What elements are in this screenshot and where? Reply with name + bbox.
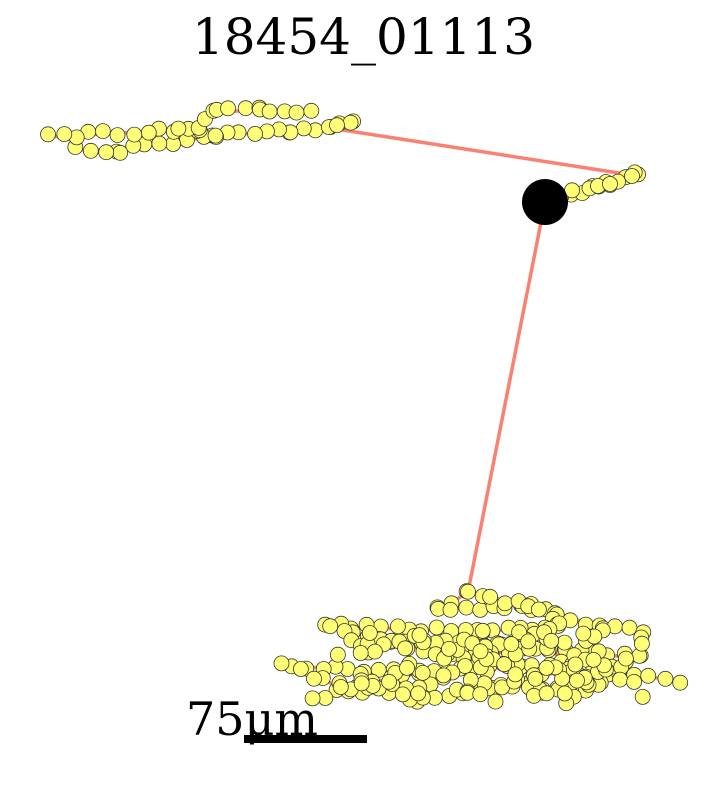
neurite-node bbox=[567, 656, 584, 673]
neurite-node bbox=[556, 685, 573, 702]
neurite-node bbox=[261, 103, 278, 120]
neurite-node bbox=[112, 144, 129, 161]
neurite-node bbox=[618, 650, 634, 667]
scale-bar bbox=[244, 735, 367, 743]
neurite-node bbox=[624, 168, 640, 184]
neurite-node bbox=[474, 622, 491, 639]
neurite-node bbox=[458, 599, 475, 616]
neurite-node bbox=[531, 601, 547, 618]
neurite-node bbox=[237, 100, 254, 117]
neurite-node bbox=[634, 635, 650, 652]
neurite-node bbox=[496, 656, 513, 673]
neurite-node bbox=[472, 602, 489, 618]
neurite-node bbox=[527, 670, 544, 687]
neurite-node bbox=[672, 674, 689, 691]
neurite-node bbox=[366, 643, 383, 660]
neurite-node bbox=[472, 686, 489, 703]
neurite-node bbox=[394, 686, 411, 703]
neurite-node bbox=[460, 583, 476, 600]
neurite-node bbox=[322, 618, 339, 635]
neurite-node bbox=[538, 660, 555, 676]
neurite-node bbox=[411, 627, 428, 643]
figure-title: 18454_01113 bbox=[191, 8, 536, 66]
neurite-node bbox=[329, 646, 346, 663]
neurite-node bbox=[442, 601, 459, 618]
neurite-branch bbox=[466, 201, 547, 593]
neurite-node bbox=[306, 670, 322, 687]
neurite-node bbox=[288, 104, 305, 121]
neurite-node bbox=[507, 666, 524, 683]
neurite-node bbox=[487, 693, 504, 710]
neurite-node bbox=[397, 640, 414, 657]
neurite-node bbox=[303, 102, 320, 119]
neurite-node bbox=[626, 674, 642, 690]
neurite-node bbox=[414, 665, 431, 681]
neurite-node bbox=[497, 595, 513, 612]
soma bbox=[522, 179, 568, 225]
neurite-node bbox=[56, 126, 73, 143]
neurite-node bbox=[98, 144, 115, 161]
neurite-node bbox=[95, 123, 111, 140]
neurite-node bbox=[207, 127, 224, 144]
neurite-node bbox=[428, 619, 445, 636]
neurite-node bbox=[389, 618, 406, 635]
neurite-node bbox=[247, 125, 264, 142]
neurite-node bbox=[634, 689, 651, 705]
neurite-node bbox=[441, 641, 457, 657]
neurite-node bbox=[361, 625, 378, 641]
neurite-node bbox=[329, 117, 345, 134]
neurite-node bbox=[612, 671, 628, 688]
neurite-node bbox=[410, 685, 427, 702]
neurite-node bbox=[482, 588, 499, 605]
neurite-node bbox=[40, 126, 56, 143]
neurite-node bbox=[109, 127, 126, 144]
neurite-node bbox=[170, 120, 187, 137]
neurite-node bbox=[520, 633, 537, 650]
neurite-node bbox=[585, 652, 602, 668]
neurite-node bbox=[503, 636, 520, 652]
neurite-node bbox=[457, 658, 473, 674]
neurite-node bbox=[353, 675, 370, 692]
neurite-node bbox=[543, 632, 560, 649]
neurite-node bbox=[657, 670, 674, 687]
neurite-node bbox=[602, 176, 618, 192]
neurite-node bbox=[472, 643, 489, 660]
neurite-node bbox=[126, 126, 143, 143]
neurite-node bbox=[352, 645, 369, 661]
neurite-node bbox=[273, 655, 290, 672]
neurite-node bbox=[575, 625, 592, 642]
neurite-node bbox=[304, 690, 321, 707]
neurite-node bbox=[381, 673, 398, 690]
neurite-node bbox=[140, 124, 157, 141]
neurite-node bbox=[569, 672, 585, 689]
neurite-node bbox=[538, 685, 555, 702]
neurite-node bbox=[295, 120, 312, 137]
neurite-node bbox=[82, 142, 99, 159]
neurite-node bbox=[332, 679, 349, 695]
neurite-node bbox=[435, 667, 452, 684]
neurite-node bbox=[342, 114, 359, 131]
neurite-nodes bbox=[40, 99, 689, 712]
neurite-node bbox=[292, 661, 309, 677]
neurite-node bbox=[220, 100, 236, 117]
neurite-node bbox=[399, 660, 415, 676]
neurite-node bbox=[640, 667, 657, 684]
neurite-node bbox=[556, 634, 573, 651]
